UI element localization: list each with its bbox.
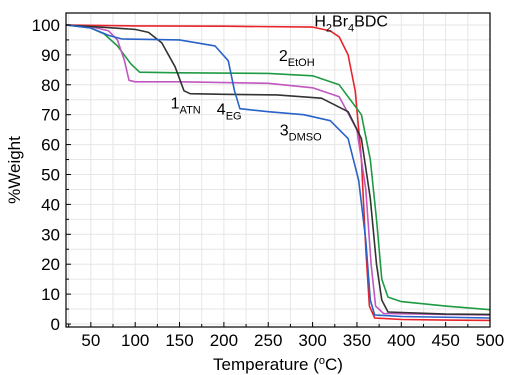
x-tick-label: 200 <box>210 331 238 350</box>
x-tick-label: 250 <box>254 331 282 350</box>
y-tick-label: 0 <box>51 315 60 334</box>
series-lines <box>65 24 491 322</box>
x-tick-label: 300 <box>298 331 326 350</box>
y-tick-label: 80 <box>41 76 60 95</box>
y-tick-label: 60 <box>41 136 60 155</box>
annotations: H2Br4BDC 2EtOH 1ATN 4EG 3DMSO <box>171 13 388 143</box>
y-tick-label: 100 <box>32 16 60 35</box>
y-tick-label: 10 <box>41 285 60 304</box>
x-tick-label: 350 <box>343 331 371 350</box>
series-annotation: 4EG <box>217 102 242 123</box>
y-tick-label: 90 <box>41 46 60 65</box>
y-tick-label: 70 <box>41 106 60 125</box>
plot-frame <box>65 12 491 328</box>
series-annotation: 1ATN <box>171 96 201 117</box>
y-tick-label: 30 <box>41 225 60 244</box>
plot-area <box>66 13 490 327</box>
x-tick-label: 500 <box>476 331 504 350</box>
y-tick-label: 50 <box>41 165 60 184</box>
series-annotation: H2Br4BDC <box>314 13 388 34</box>
series-annotation: 3DMSO <box>280 123 322 144</box>
y-axis-title: %Weight <box>5 136 24 204</box>
y-tick-label: 20 <box>41 255 60 274</box>
x-tick-label: 400 <box>387 331 415 350</box>
series-line-3dmso <box>65 24 491 319</box>
x-tick-label: 50 <box>81 331 100 350</box>
x-tick-label: 450 <box>431 331 459 350</box>
x-tick-label: 150 <box>165 331 193 350</box>
x-axis-title: Temperature (oC) <box>213 355 343 374</box>
series-line-4eg <box>65 24 491 316</box>
x-axis: 50 100 150 200 250 300 350 400 450 500 <box>68 322 504 350</box>
y-axis: 0 10 20 30 40 50 60 70 80 90 100 <box>32 16 71 334</box>
y-tick-label: 40 <box>41 195 60 214</box>
series-line-2etoh <box>65 24 491 311</box>
series-line-h2br4bdc <box>65 24 491 322</box>
x-tick-label: 100 <box>121 331 149 350</box>
series-line-1atn <box>65 24 491 316</box>
series-annotation: 2EtOH <box>279 48 315 69</box>
